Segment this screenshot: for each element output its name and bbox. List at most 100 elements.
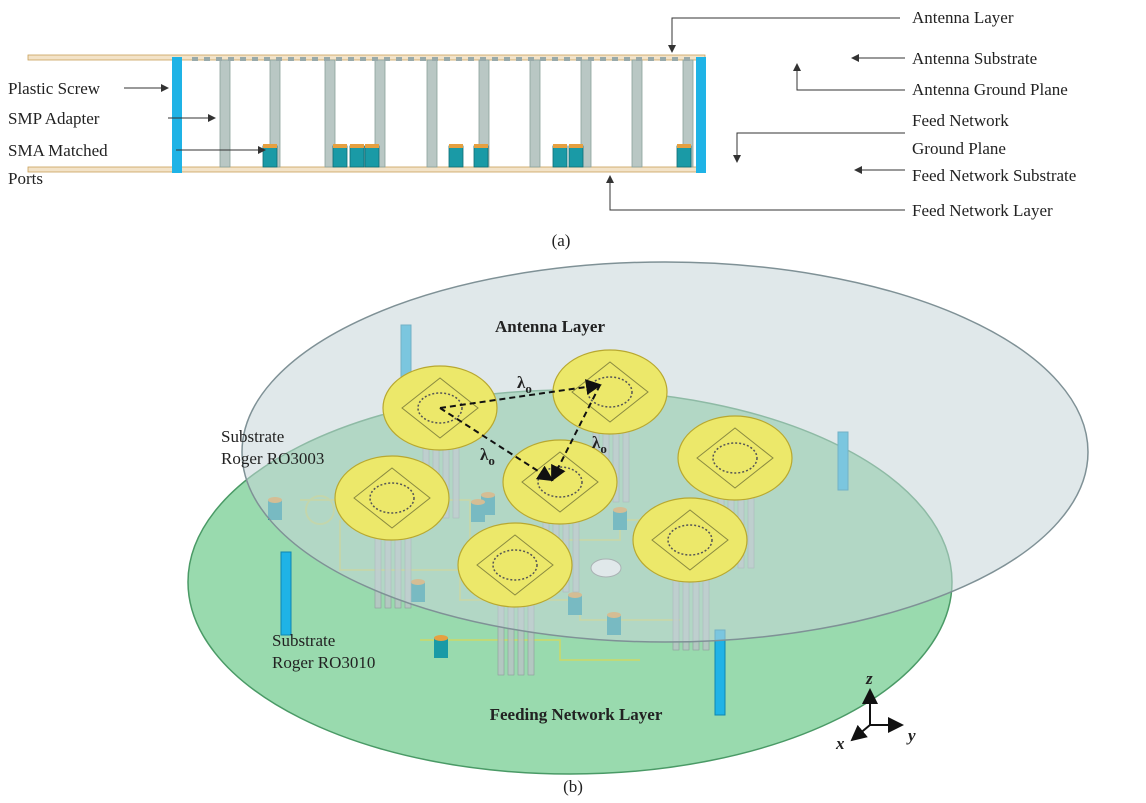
- antenna-element: [516, 57, 522, 61]
- sma-cap: [365, 144, 379, 148]
- antenna-element: [492, 57, 498, 61]
- arrow: [797, 64, 905, 90]
- sma-port: [569, 146, 583, 167]
- adapter: [427, 60, 437, 167]
- sma-port: [365, 146, 379, 167]
- sma-cap: [263, 144, 277, 148]
- antenna-element: [576, 57, 582, 61]
- antenna-element: [408, 57, 414, 61]
- adapter: [530, 60, 540, 167]
- screw: [281, 552, 291, 635]
- antenna-element: [264, 57, 270, 61]
- antenna-element: [252, 57, 258, 61]
- antenna-element: [276, 57, 282, 61]
- antenna-element: [420, 57, 426, 61]
- label: Antenna Layer: [912, 8, 1014, 27]
- sma-cap: [350, 144, 364, 148]
- antenna-element: [588, 57, 594, 61]
- sma-cap: [553, 144, 567, 148]
- label: SMA Matched: [8, 141, 108, 160]
- axis-label: x: [835, 734, 845, 753]
- axis-label: y: [906, 726, 916, 745]
- sma-port: [263, 146, 277, 167]
- antenna-element: [432, 57, 438, 61]
- antenna-element: [216, 57, 222, 61]
- sma-port: [449, 146, 463, 167]
- antenna-element: [288, 57, 294, 61]
- antenna-element: [396, 57, 402, 61]
- sma-port: [474, 146, 488, 167]
- substrate-label: Substrate: [221, 427, 284, 446]
- antenna-element: [348, 57, 354, 61]
- substrate-label: Substrate: [272, 631, 335, 650]
- antenna-element: [336, 57, 342, 61]
- antenna-element: [612, 57, 618, 61]
- sma-port: [333, 146, 347, 167]
- sma-port: [350, 146, 364, 167]
- label: Feed Network Layer: [912, 201, 1053, 220]
- antenna-element: [444, 57, 450, 61]
- plastic-screw: [696, 57, 706, 173]
- antenna-element: [504, 57, 510, 61]
- axis-label: z: [865, 669, 873, 688]
- sma-cap: [449, 144, 463, 148]
- antenna-element: [228, 57, 234, 61]
- antenna-element: [468, 57, 474, 61]
- plastic-screw: [172, 57, 182, 173]
- antenna-element: [204, 57, 210, 61]
- antenna-element: [192, 57, 198, 61]
- antenna-element: [648, 57, 654, 61]
- sma-cap: [474, 144, 488, 148]
- arrow: [672, 18, 900, 52]
- label: Feed Network: [912, 111, 1009, 130]
- antenna-element: [300, 57, 306, 61]
- panel-b: λo λo λo Antenna Layer Feeding Network L…: [188, 262, 1088, 796]
- sma-port: [677, 146, 691, 167]
- antenna-element: [624, 57, 630, 61]
- screw: [715, 630, 725, 715]
- antenna-element: [312, 57, 318, 61]
- antenna-element: [636, 57, 642, 61]
- label: Antenna Ground Plane: [912, 80, 1068, 99]
- antenna-element: [528, 57, 534, 61]
- label: Ground Plane: [912, 139, 1006, 158]
- adapters: [192, 57, 693, 167]
- panel-a: Antenna Layer Antenna Substrate Antenna …: [8, 8, 1076, 250]
- substrate-label: Roger RO3010: [272, 653, 375, 672]
- antenna-element: [324, 57, 330, 61]
- caption: (a): [552, 231, 571, 250]
- antenna-element: [372, 57, 378, 61]
- label: Plastic Screw: [8, 79, 101, 98]
- antenna-element: [456, 57, 462, 61]
- antenna-element: [480, 57, 486, 61]
- antenna-element: [384, 57, 390, 61]
- antenna-element: [540, 57, 546, 61]
- sma-cap: [677, 144, 691, 148]
- antenna-element: [552, 57, 558, 61]
- arrow: [610, 176, 905, 210]
- label: Antenna Substrate: [912, 49, 1037, 68]
- connector-cap: [434, 635, 448, 641]
- antenna-board: [242, 262, 1088, 642]
- adapter: [220, 60, 230, 167]
- figure: Antenna Layer Antenna Substrate Antenna …: [0, 0, 1146, 803]
- feed-substrate: [28, 167, 705, 172]
- substrate-label: Roger RO3003: [221, 449, 324, 468]
- antenna-element: [600, 57, 606, 61]
- sma-port: [553, 146, 567, 167]
- label: Feed Network Substrate: [912, 166, 1076, 185]
- sma-cap: [569, 144, 583, 148]
- layer-label: Antenna Layer: [495, 317, 605, 336]
- antenna-element: [660, 57, 666, 61]
- sma-cap: [333, 144, 347, 148]
- antenna-element: [360, 57, 366, 61]
- adapter: [632, 60, 642, 167]
- label: SMP Adapter: [8, 109, 100, 128]
- antenna-element: [240, 57, 246, 61]
- caption: (b): [563, 777, 583, 796]
- label: Ports: [8, 169, 43, 188]
- layer-label: Feeding Network Layer: [490, 705, 663, 724]
- antenna-element: [672, 57, 678, 61]
- antenna-element: [564, 57, 570, 61]
- antenna-element: [684, 57, 690, 61]
